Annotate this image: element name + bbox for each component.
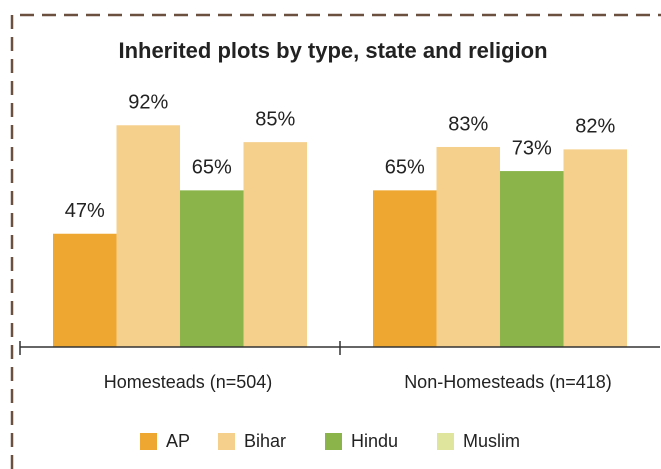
- bar: [116, 125, 180, 347]
- bar: [436, 146, 500, 347]
- value-label: 82%: [575, 116, 615, 138]
- chart-title: Inherited plots by type, state and relig…: [118, 38, 547, 63]
- legend-swatch: [325, 433, 342, 450]
- value-label: 85%: [255, 108, 295, 130]
- legend-swatch: [218, 433, 235, 450]
- value-label: 47%: [65, 200, 105, 222]
- legend-label: AP: [166, 431, 190, 451]
- value-label: 92%: [128, 92, 168, 114]
- legend-label: Muslim: [463, 431, 520, 451]
- bar: [180, 190, 244, 347]
- legend-swatch: [437, 433, 454, 450]
- legend-label: Bihar: [244, 431, 286, 451]
- bar: [53, 233, 117, 347]
- x-tick-label: Homesteads (n=504): [104, 372, 273, 392]
- value-label: 65%: [385, 157, 425, 179]
- value-label: 73%: [512, 137, 552, 159]
- bar: [373, 190, 437, 347]
- value-label: 65%: [192, 157, 232, 179]
- x-tick-label: Non-Homesteads (n=418): [404, 372, 612, 392]
- bar: [243, 142, 307, 347]
- bar: [500, 171, 564, 347]
- value-label: 83%: [448, 113, 488, 135]
- legend-swatch: [140, 433, 157, 450]
- legend-label: Hindu: [351, 431, 398, 451]
- bar: [563, 149, 627, 347]
- dashed-border: [10, 13, 661, 469]
